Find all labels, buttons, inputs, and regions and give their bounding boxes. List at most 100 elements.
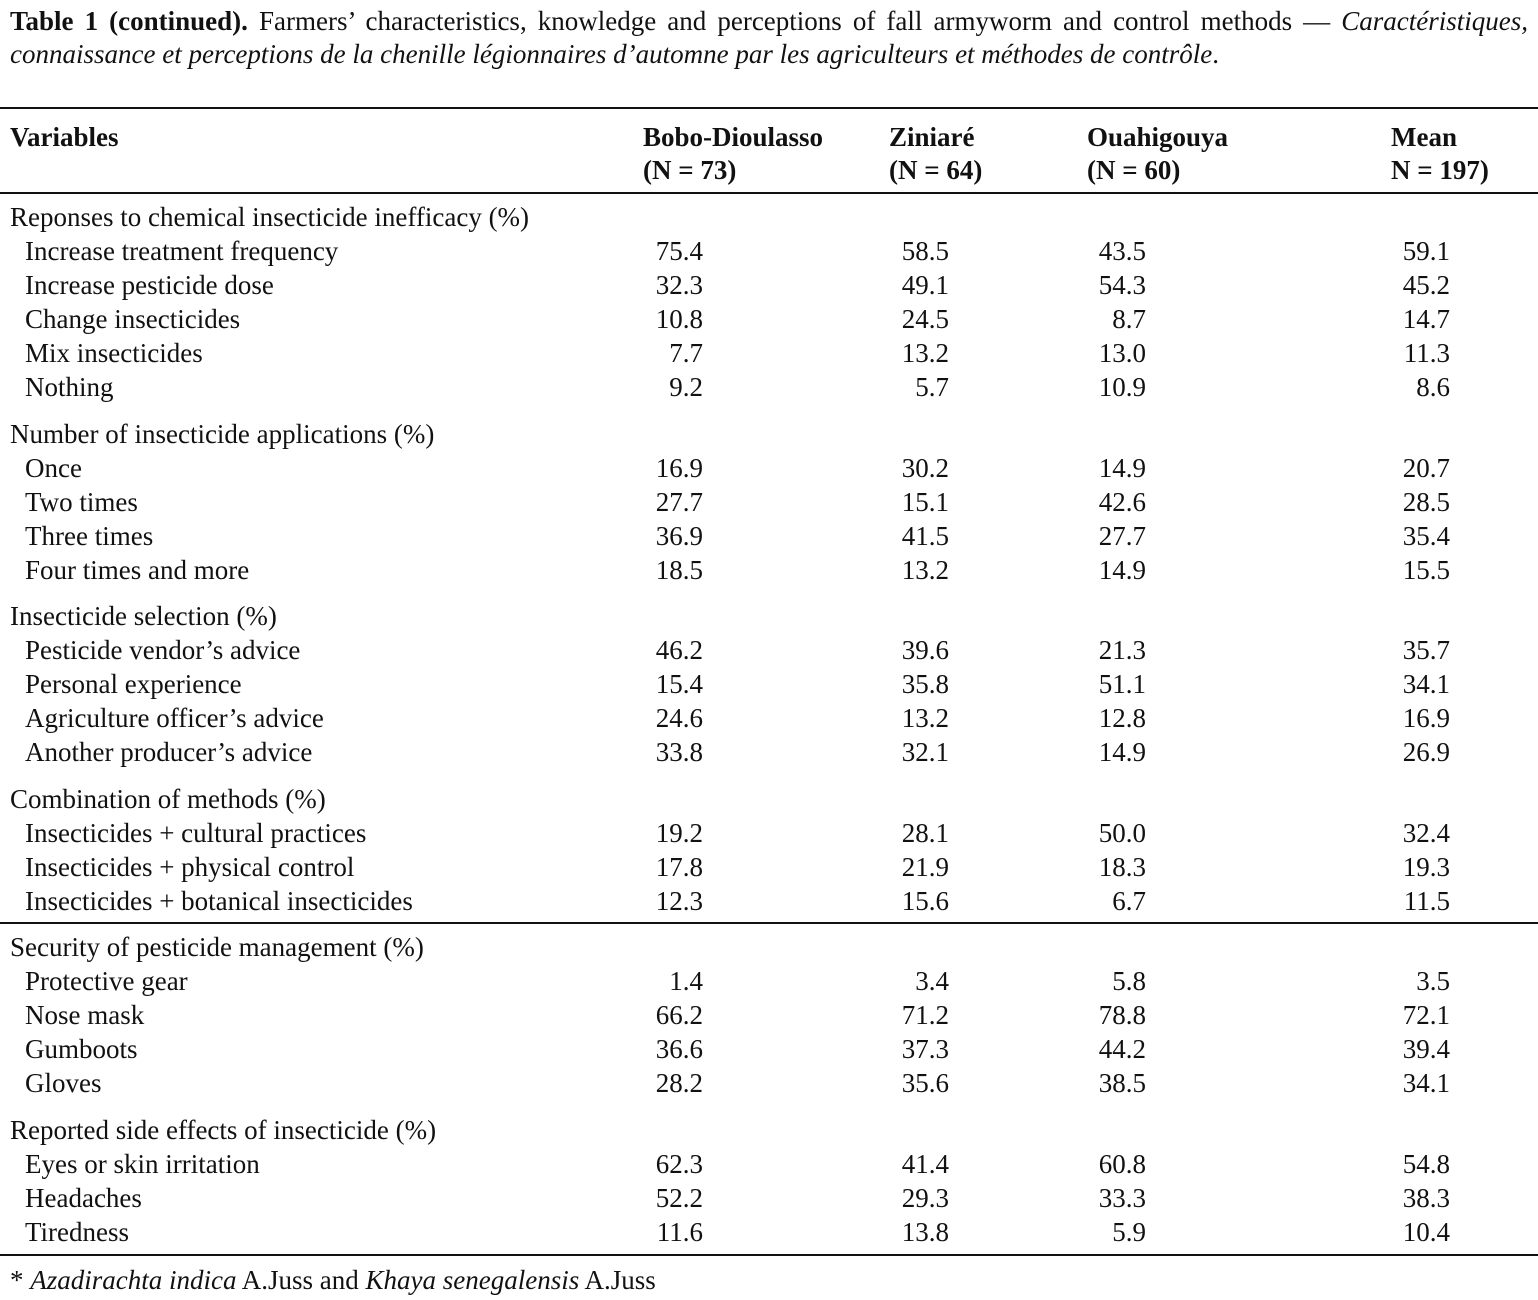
header-bobo-dioulasso: Bobo-Dioulasso (643, 122, 824, 152)
cell-bobo-dioulasso: 17.8 (655, 851, 703, 882)
cell-ziniare: 49.1 (901, 269, 949, 300)
cell-mean: 72.1 (1402, 999, 1450, 1030)
cell-bobo-dioulasso: 36.6 (655, 1033, 703, 1064)
cell-mean: 10.4 (1402, 1216, 1450, 1247)
row-label: Gloves (25, 1067, 102, 1098)
header-ouahigouya-n: (N = 60) (1087, 155, 1181, 185)
cell-mean: 45.2 (1402, 269, 1450, 300)
row-label: Mix insecticides (25, 337, 203, 368)
row-label: Four times and more (25, 554, 250, 585)
section-divider-rule (0, 922, 1538, 924)
row-label: Personal experience (25, 668, 242, 699)
section-title: Insecticide selection (%) (10, 601, 277, 631)
cell-ouahigouya: 8.7 (1112, 303, 1146, 334)
cell-bobo-dioulasso: 15.4 (655, 668, 703, 699)
cell-ouahigouya: 21.3 (1098, 634, 1146, 665)
header-bobo-dioulasso-n: (N = 73) (643, 155, 737, 185)
cell-bobo-dioulasso: 75.4 (655, 235, 703, 266)
cell-bobo-dioulasso: 1.4 (669, 965, 703, 996)
cell-mean: 16.9 (1402, 702, 1450, 733)
footnote-star: * (10, 1265, 31, 1295)
header-ouahigouya: Ouahigouya (1087, 122, 1229, 152)
cell-mean: 28.5 (1402, 486, 1450, 517)
cell-bobo-dioulasso: 46.2 (655, 634, 703, 665)
row-label: Protective gear (25, 965, 188, 996)
row-label: Increase pesticide dose (25, 269, 274, 300)
cell-ziniare: 28.1 (901, 817, 949, 848)
cell-mean: 38.3 (1402, 1182, 1450, 1213)
row-label: Eyes or skin irritation (25, 1148, 260, 1179)
header-ziniare: Ziniaré (889, 122, 975, 152)
row-label: Once (25, 452, 82, 483)
row-label: Change insecticides (25, 303, 241, 334)
cell-mean: 11.5 (1403, 885, 1450, 916)
cell-bobo-dioulasso: 32.3 (655, 269, 703, 300)
cell-ziniare: 24.5 (901, 303, 949, 334)
cell-ziniare: 15.1 (901, 486, 949, 517)
header-mean-n: N = 197) (1391, 155, 1489, 185)
cell-bobo-dioulasso: 66.2 (655, 999, 703, 1030)
cell-bobo-dioulasso: 9.2 (669, 371, 703, 402)
cell-bobo-dioulasso: 28.2 (655, 1067, 703, 1098)
cell-ouahigouya: 51.1 (1098, 668, 1146, 699)
cell-mean: 26.9 (1402, 736, 1450, 767)
row-label: Three times (25, 520, 154, 551)
cell-ziniare: 3.4 (915, 965, 949, 996)
cell-mean: 3.5 (1416, 965, 1450, 996)
cell-mean: 8.6 (1416, 371, 1450, 402)
top-rule (0, 107, 1538, 109)
caption-end: . (1212, 39, 1219, 69)
row-label: Two times (25, 486, 138, 517)
cell-ouahigouya: 12.8 (1098, 702, 1146, 733)
cell-ouahigouya: 33.3 (1098, 1182, 1146, 1213)
row-label: Increase treatment frequency (25, 235, 339, 266)
header-variables: Variables (10, 122, 119, 152)
cell-bobo-dioulasso: 24.6 (655, 702, 703, 733)
row-label: Insecticides + physical control (25, 851, 355, 882)
cell-bobo-dioulasso: 10.8 (655, 303, 703, 334)
cell-ouahigouya: 5.9 (1112, 1216, 1146, 1247)
bottom-rule (0, 1254, 1538, 1256)
section-title: Reported side effects of insecticide (%) (10, 1115, 437, 1145)
cell-mean: 35.4 (1402, 520, 1450, 551)
cell-ouahigouya: 60.8 (1098, 1148, 1146, 1179)
cell-mean: 19.3 (1402, 851, 1450, 882)
row-label: Agriculture officer’s advice (25, 702, 324, 733)
cell-ouahigouya: 13.0 (1098, 337, 1146, 368)
cell-bobo-dioulasso: 12.3 (655, 885, 703, 916)
cell-bobo-dioulasso: 19.2 (655, 817, 703, 848)
cell-ziniare: 39.6 (901, 634, 949, 665)
cell-ouahigouya: 27.7 (1098, 520, 1146, 551)
cell-ziniare: 35.6 (901, 1067, 949, 1098)
cell-mean: 35.7 (1402, 634, 1450, 665)
cell-ouahigouya: 14.9 (1098, 452, 1146, 483)
cell-mean: 39.4 (1402, 1033, 1450, 1064)
cell-bobo-dioulasso: 62.3 (655, 1148, 703, 1179)
cell-ouahigouya: 50.0 (1098, 817, 1146, 848)
cell-ouahigouya: 44.2 (1098, 1033, 1146, 1064)
header-rule (0, 192, 1538, 194)
cell-ziniare: 41.4 (901, 1148, 949, 1179)
cell-mean: 59.1 (1402, 235, 1450, 266)
cell-ziniare: 29.3 (901, 1182, 949, 1213)
cell-ziniare: 13.2 (901, 702, 949, 733)
cell-ziniare: 13.8 (901, 1216, 949, 1247)
cell-ziniare: 30.2 (901, 452, 949, 483)
cell-mean: 54.8 (1402, 1148, 1450, 1179)
cell-ziniare: 35.8 (901, 668, 949, 699)
cell-ouahigouya: 6.7 (1112, 885, 1146, 916)
footnote-species-1: Azadirachta indica (30, 1265, 237, 1295)
cell-mean: 34.1 (1402, 668, 1450, 699)
cell-ziniare: 58.5 (901, 235, 949, 266)
cell-ouahigouya: 78.8 (1098, 999, 1146, 1030)
cell-mean: 20.7 (1402, 452, 1450, 483)
footnote-species-2: Khaya senegalensis (365, 1265, 580, 1295)
row-label: Insecticides + botanical insecticides (25, 885, 413, 916)
section-title: Combination of methods (%) (10, 784, 326, 814)
row-label: Gumboots (25, 1033, 138, 1064)
header-ziniare-n: (N = 64) (889, 155, 983, 185)
row-label: Nose mask (25, 999, 145, 1030)
row-label: Pesticide vendor’s advice (25, 634, 301, 665)
cell-bobo-dioulasso: 18.5 (655, 554, 703, 585)
cell-ouahigouya: 54.3 (1098, 269, 1146, 300)
